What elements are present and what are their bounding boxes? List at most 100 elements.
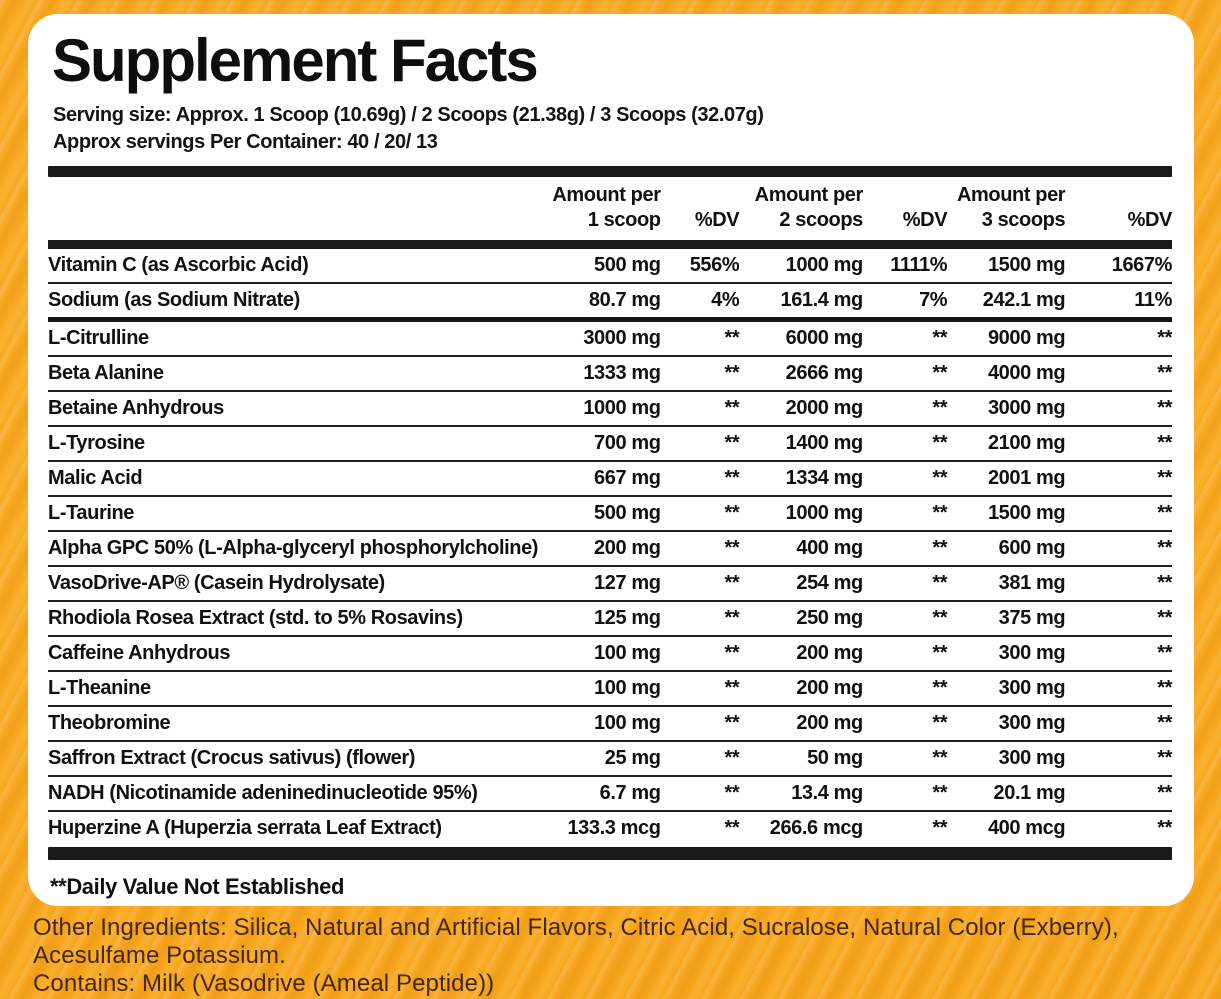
table-row: Vitamin C (as Ascorbic Acid) 500 mg 556% 10… (48, 244, 1172, 284)
table-row: L-Tyrosine 700 mg ** 1400 mg ** 2100 mg ** (48, 426, 1172, 462)
ingredient-value: ** (862, 566, 948, 602)
table-row: Alpha GPC 50% (L-Alpha-glyceryl phosphor… (48, 531, 1172, 567)
ingredient-value: 133.3 mcg (567, 817, 661, 839)
ingredient-name: L-Taurine (48, 496, 543, 532)
table-row: L-Theanine 100 mg ** 200 mg ** 300 mg ** (48, 671, 1172, 707)
supplement-facts-panel: Supplement Facts Serving size: Approx. 1… (28, 14, 1194, 906)
ingredient-value: 1400 mg (739, 426, 863, 462)
divider-top-bar (48, 166, 1172, 177)
header-amount-per-label: Amount per (552, 184, 661, 206)
ingredient-name: Sodium (as Sodium Nitrate) (48, 283, 543, 322)
ingredient-value: 375 mg (947, 601, 1066, 637)
table-row: Betaine Anhydrous 1000 mg ** 2000 mg ** 3000 … (48, 391, 1172, 427)
ingredient-value: 100 mg (542, 671, 661, 707)
supplement-facts-table: Amount per 1 scoop %DV Amount per 2 scoo… (48, 177, 1172, 847)
ingredient-value: ** (660, 531, 740, 567)
ingredient-value: 1111% (862, 244, 948, 284)
ingredient-value: 254 mg (739, 566, 863, 602)
facts-table-body: Vitamin C (as Ascorbic Acid) 500 mg 556% 10… (48, 244, 1172, 848)
ingredient-value: 127 mg (542, 566, 661, 602)
ingredient-value: ** (862, 776, 948, 812)
ingredient-name: Huperzine A (Huperzia serrata Leaf Extra… (48, 817, 442, 839)
ingredient-value: 2100 mg (947, 426, 1066, 462)
ingredient-value: 200 mg (542, 531, 661, 567)
ingredient-name: Rhodiola Rosea Extract (std. to 5% Rosav… (48, 601, 543, 637)
page-title: Supplement Facts (52, 27, 539, 94)
ingredient-value: 200 mg (739, 636, 863, 672)
table-row: Beta Alanine 1333 mg ** 2666 mg ** 4000 mg ** (48, 356, 1172, 392)
ingredient-value: ** (862, 426, 948, 462)
ingredient-value: ** (660, 356, 740, 392)
table-row: Huperzine A (Huperzia serrata Leaf Extra… (48, 811, 1172, 847)
ingredient-name: Betaine Anhydrous (48, 391, 543, 427)
table-row: L-Citrulline 3000 mg ** 6000 mg ** 9000 mg ** (48, 319, 1172, 357)
ingredient-value: 3000 mg (947, 391, 1066, 427)
ingredient-value: 9000 mg (947, 319, 1066, 357)
table-row: VasoDrive-AP® (Casein Hydrolysate) 127 mg… (48, 566, 1172, 602)
ingredient-value: 200 mg (739, 706, 863, 742)
ingredient-value: ** (660, 776, 740, 812)
ingredient-value: ** (1065, 636, 1172, 672)
ingredient-value: ** (660, 671, 740, 707)
ingredient-value: ** (862, 636, 948, 672)
ingredient-value: ** (862, 531, 948, 567)
ingredient-value: 1500 mg (947, 496, 1066, 532)
ingredient-value: 1333 mg (542, 356, 661, 392)
ingredient-value: 80.7 mg (542, 283, 661, 322)
ingredient-value: 1667% (1065, 244, 1172, 284)
ingredient-value: ** (862, 706, 948, 742)
ingredient-value: 4000 mg (947, 356, 1066, 392)
servings-per-container-line: Approx servings Per Container: 40 / 20/ … (53, 131, 438, 153)
ingredient-value: ** (932, 817, 948, 839)
ingredient-value: ** (660, 706, 740, 742)
ingredient-value: 1500 mg (947, 244, 1066, 284)
ingredient-value: 667 mg (542, 461, 661, 497)
ingredient-value: 500 mg (542, 244, 661, 284)
ingredient-name: Malic Acid (48, 461, 543, 497)
ingredient-name: Beta Alanine (48, 356, 543, 392)
ingredient-value: 400 mg (739, 531, 863, 567)
contains-statement: Contains: Milk (Vasodrive (Ameal Peptide… (33, 970, 495, 997)
ingredient-value: 300 mg (947, 741, 1066, 777)
ingredient-name: L-Citrulline (48, 319, 543, 357)
ingredient-value: ** (1065, 671, 1172, 707)
table-header-row: Amount per 1 scoop %DV Amount per 2 scoo… (48, 177, 1172, 249)
ingredient-value: ** (1065, 319, 1172, 357)
ingredient-value: 400 mcg (987, 817, 1066, 839)
ingredient-value: ** (660, 566, 740, 602)
ingredient-value: 7% (862, 283, 948, 322)
ingredient-value: ** (862, 391, 948, 427)
table-row: Sodium (as Sodium Nitrate) 80.7 mg 4% 161.4… (48, 283, 1172, 322)
ingredient-value: ** (1065, 356, 1172, 392)
ingredient-value: ** (1065, 426, 1172, 462)
ingredient-value: 25 mg (542, 741, 661, 777)
ingredient-value: 13.4 mg (739, 776, 863, 812)
header-amount-1-scoop: Amount per 1 scoop (542, 177, 661, 249)
ingredient-value: 6.7 mg (542, 776, 661, 812)
daily-value-footnote: **Daily Value Not Established (50, 874, 345, 899)
ingredient-value: ** (724, 817, 740, 839)
ingredient-name: Vitamin C (as Ascorbic Acid) (48, 244, 543, 284)
header-3-scoops-label: 3 scoops (981, 209, 1066, 231)
ingredient-value: 125 mg (542, 601, 661, 637)
ingredient-value: 20.1 mg (947, 776, 1066, 812)
ingredient-name: Saffron Extract (Crocus sativus) (flower… (48, 741, 543, 777)
ingredient-value: 300 mg (947, 636, 1066, 672)
ingredient-value: 600 mg (947, 531, 1066, 567)
serving-size-line: Serving size: Approx. 1 Scoop (10.69g) /… (53, 104, 764, 126)
ingredient-value: ** (862, 461, 948, 497)
ingredient-value: ** (862, 356, 948, 392)
ingredient-value: ** (1065, 461, 1172, 497)
header-dv-1: %DV (660, 177, 740, 249)
ingredient-name: Caffeine Anhydrous (48, 636, 543, 672)
ingredient-value: ** (660, 741, 740, 777)
ingredient-value: ** (1065, 531, 1172, 567)
ingredient-value: 250 mg (739, 601, 863, 637)
ingredient-value: ** (1065, 566, 1172, 602)
ingredient-value: 1334 mg (739, 461, 863, 497)
ingredient-value: 161.4 mg (739, 283, 863, 322)
table-row: L-Taurine 500 mg ** 1000 mg ** 1500 mg ** (48, 496, 1172, 532)
ingredient-name: L-Tyrosine (48, 426, 543, 462)
ingredient-value: 11% (1065, 283, 1172, 322)
header-ingredient-spacer (48, 177, 543, 249)
